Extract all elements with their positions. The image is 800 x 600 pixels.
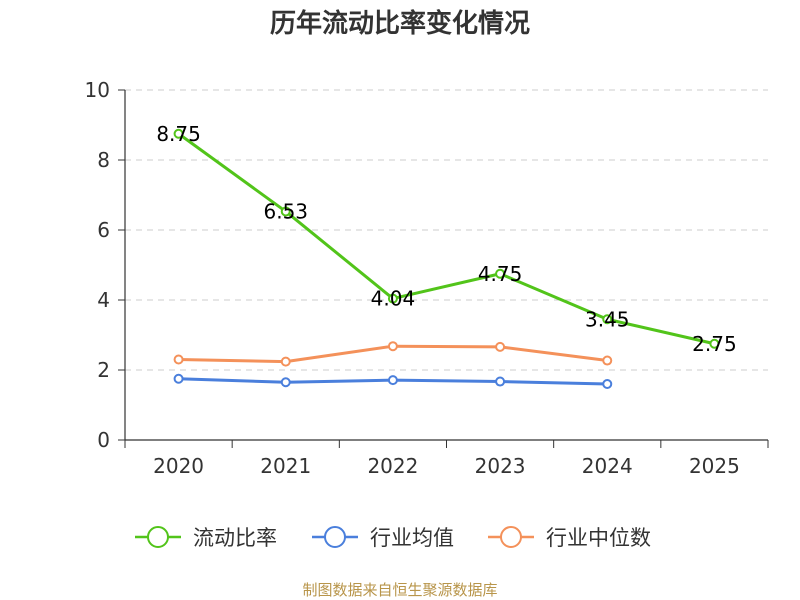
- data-label-2020: 8.75: [156, 122, 201, 146]
- data-point-2-2020: [173, 354, 184, 365]
- y-tick-label-8: 8: [97, 148, 110, 172]
- data-label-2022: 4.04: [371, 287, 416, 311]
- chart-title: 历年流动比率变化情况: [270, 8, 530, 39]
- legend-item-0[interactable]: 流动比率: [135, 526, 277, 550]
- legend[interactable]: 流动比率 行业均值 行业中位数: [135, 526, 651, 550]
- x-tick-label-2023: 2023: [475, 454, 526, 478]
- data-point-1-2021: [280, 377, 291, 388]
- data-point-1-2024: [602, 379, 613, 389]
- data-point-2-2022: [387, 341, 398, 352]
- data-point-2-2024: [602, 355, 613, 366]
- data-point-0-2020: [173, 128, 184, 139]
- data-label-2023: 4.75: [478, 262, 523, 286]
- y-axis-ticks: 0 2 4 6 8 10: [85, 78, 125, 452]
- x-tick-label-2022: 2022: [367, 454, 418, 478]
- legend-item-2[interactable]: 行业中位数: [488, 526, 651, 550]
- data-point-0-2023: [495, 268, 506, 279]
- data-point-0-2024: [602, 314, 613, 325]
- legend-marker-2: [500, 526, 522, 548]
- series-group: [173, 128, 720, 389]
- y-tick-label-0: 0: [97, 428, 110, 452]
- data-labels: 8.75 6.53 4.04 4.75 3.45 2.75: [156, 122, 736, 356]
- legend-item-1[interactable]: 行业均值: [312, 526, 454, 550]
- data-point-2-2021: [280, 356, 291, 367]
- y-tick-label-10: 10: [85, 78, 110, 102]
- legend-label-0: 流动比率: [193, 526, 277, 550]
- data-label-2021: 6.53: [263, 199, 308, 223]
- data-point-2-2023: [495, 341, 506, 352]
- data-point-1-2022: [387, 375, 398, 386]
- series-line-0: [177, 132, 715, 346]
- data-point-1-2020: [173, 373, 184, 384]
- legend-label-2: 行业中位数: [546, 526, 651, 550]
- source-note: 制图数据来自恒生聚源数据库: [302, 581, 497, 599]
- data-label-2025: 2.75: [692, 332, 737, 356]
- y-tick-label-2: 2: [97, 358, 110, 382]
- x-tick-label-2021: 2021: [260, 454, 311, 478]
- x-tick-label-2024: 2024: [582, 454, 633, 478]
- data-point-0-2021: [280, 206, 291, 217]
- legend-marker-0: [147, 526, 169, 548]
- y-tick-label-4: 4: [97, 288, 110, 312]
- legend-marker-1: [324, 526, 346, 548]
- legend-label-1: 行业均值: [370, 526, 454, 550]
- axes: [124, 90, 768, 441]
- x-axis-ticks: 2020 2021 2022 2023 2024 2025: [124, 440, 769, 478]
- y-tick-label-6: 6: [97, 218, 110, 242]
- data-label-2024: 3.45: [585, 307, 630, 331]
- data-point-1-2023: [495, 376, 506, 387]
- data-point-0-2022: [387, 293, 398, 304]
- grid-lines: [125, 89, 768, 371]
- data-point-0-2025: [709, 338, 720, 349]
- x-tick-label-2025: 2025: [689, 454, 740, 478]
- x-tick-label-2020: 2020: [153, 454, 204, 478]
